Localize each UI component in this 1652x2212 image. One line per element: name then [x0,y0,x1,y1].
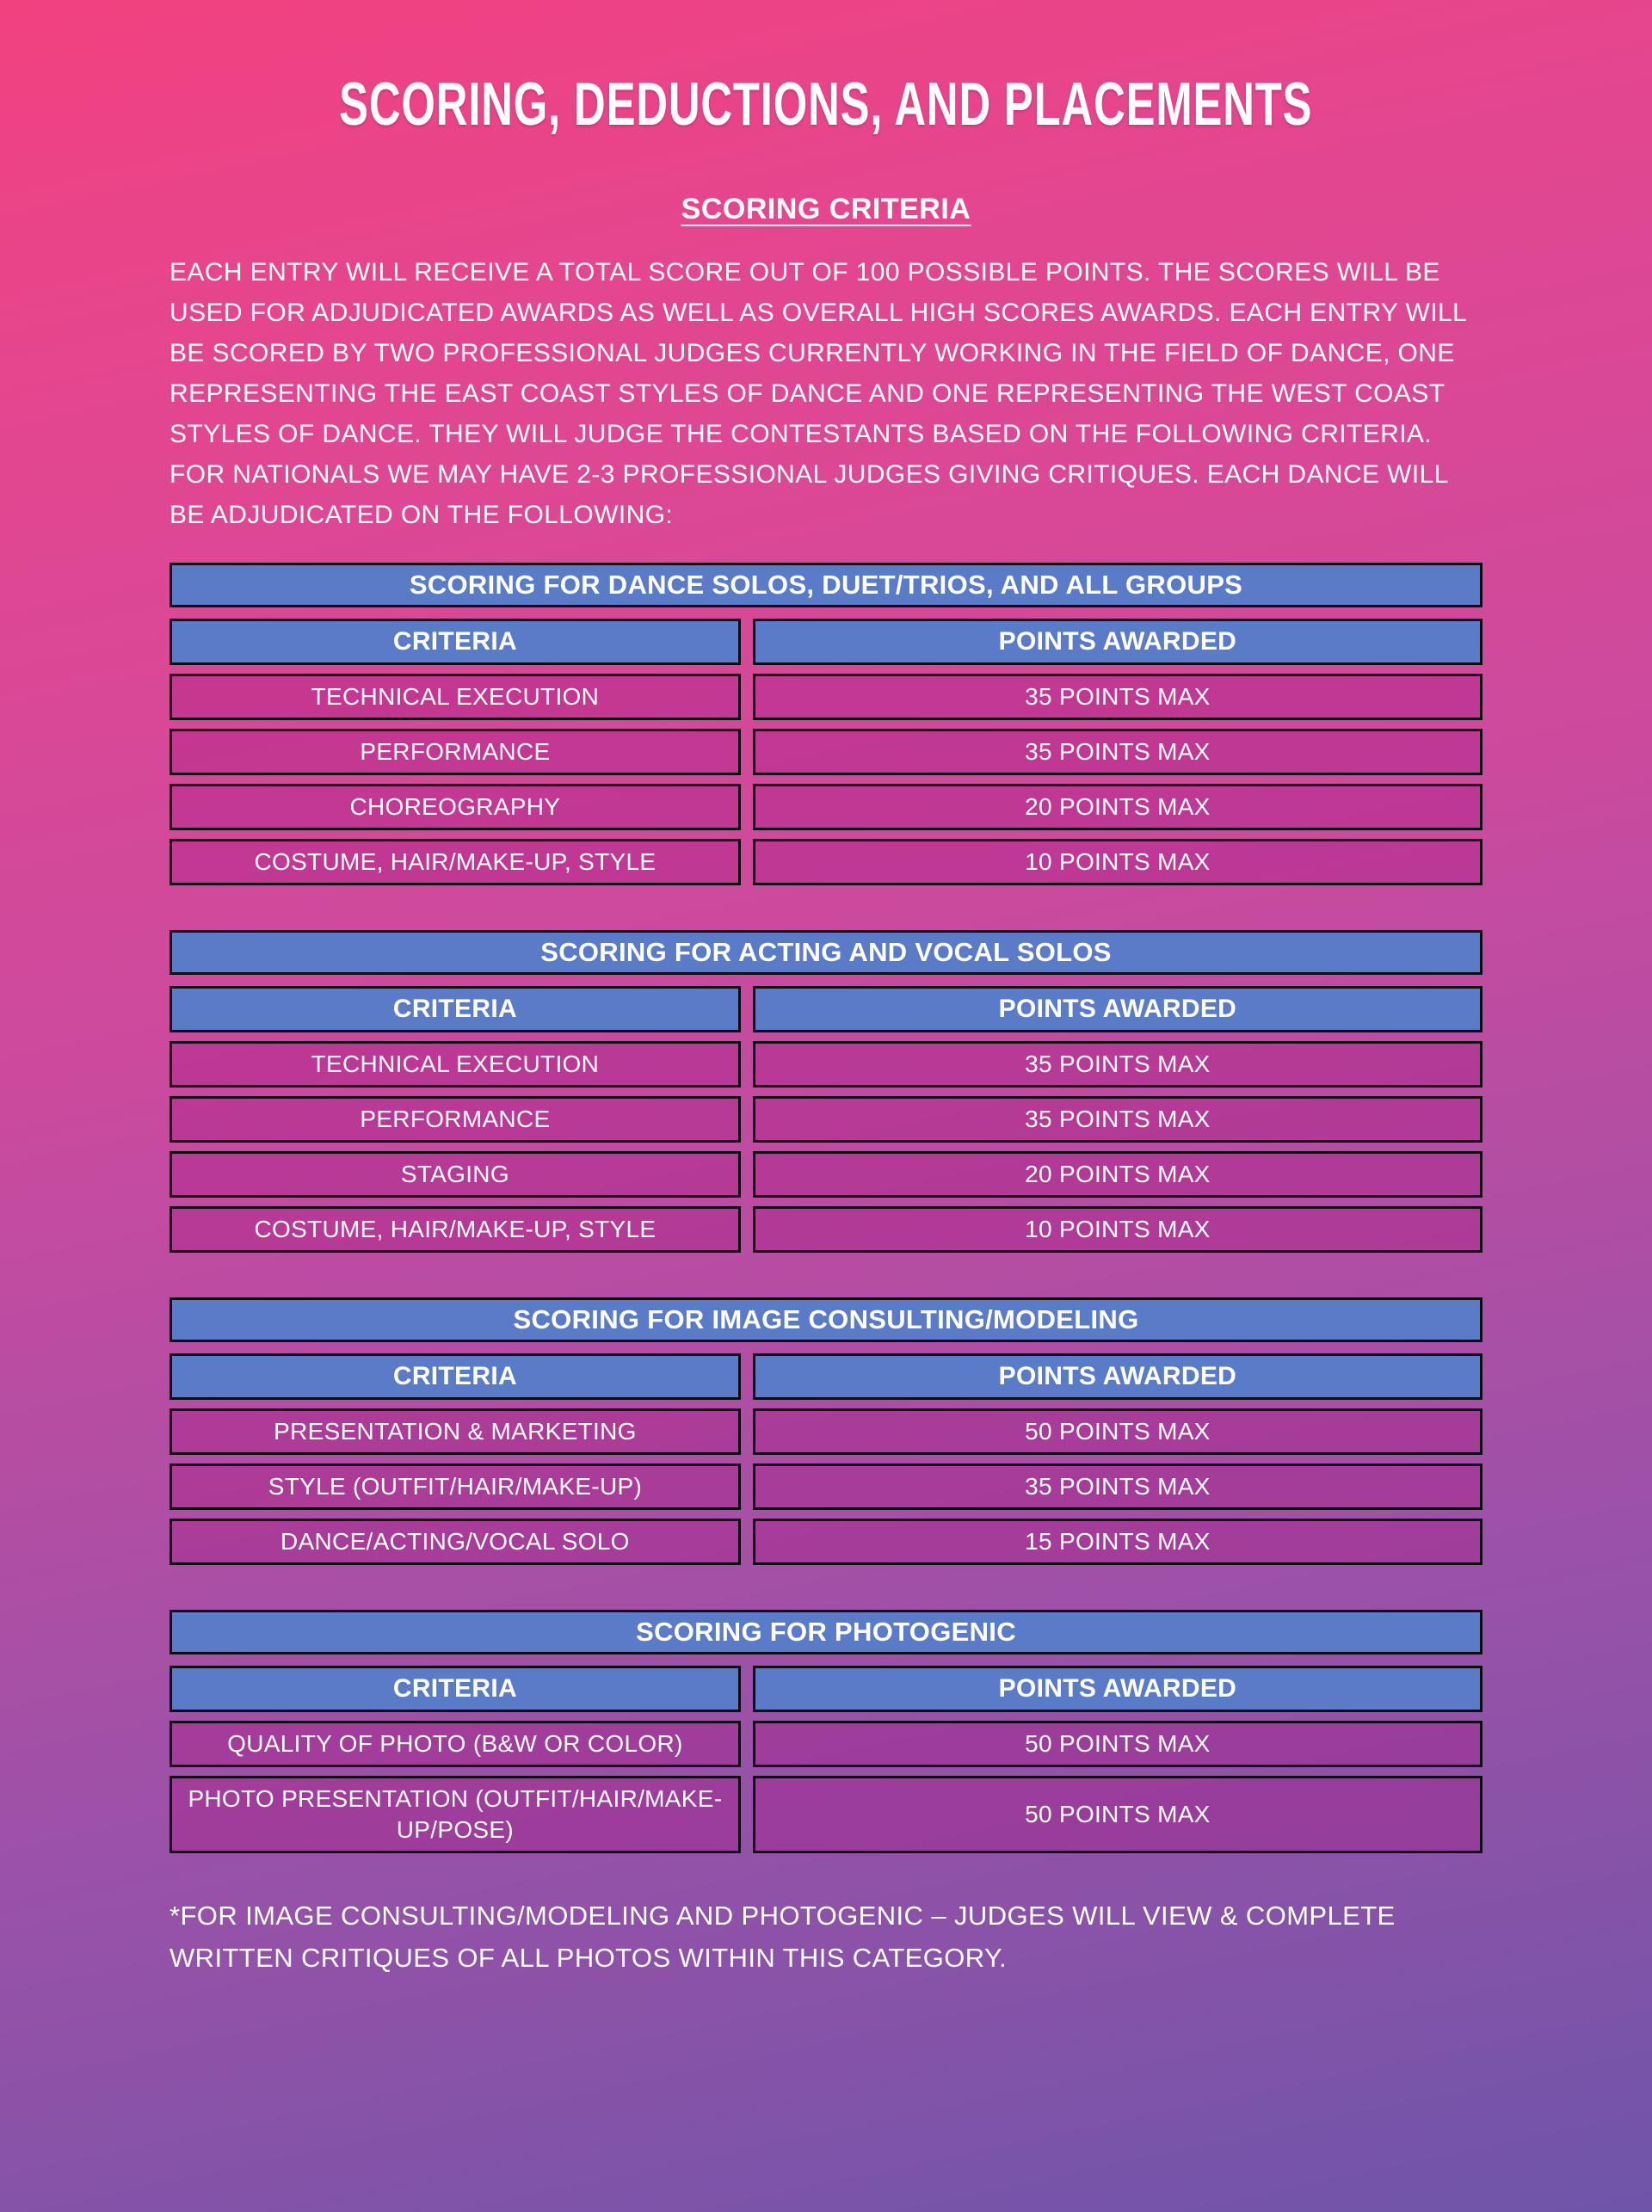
intro-paragraph: EACH ENTRY WILL RECEIVE A TOTAL SCORE OU… [170,258,1467,529]
table-title: SCORING FOR IMAGE CONSULTING/MODELING [170,1297,1482,1342]
table-row: COSTUME, HAIR/MAKE-UP, STYLE 10 POINTS MA… [170,1206,1482,1253]
criteria-cell: STYLE (OUTFIT/HAIR/MAKE-UP) [170,1463,741,1510]
points-cell: 50 POINTS MAX [752,1776,1482,1853]
column-header-criteria: CRITERIA [170,619,741,665]
page-title-text: SCORING, DEDUCTIONS, AND PLACEMENTS [339,71,1313,139]
column-header-criteria: CRITERIA [170,1353,741,1400]
column-header-points: POINTS AWARDED [752,1353,1482,1400]
table-row: TECHNICAL EXECUTION 35 POINTS MAX [170,674,1482,720]
points-cell: 20 POINTS MAX [752,784,1482,830]
table-row: PHOTO PRESENTATION (OUTFIT/HAIR/MAKE-UP/… [170,1776,1482,1853]
table-header-row: CRITERIA POINTS AWARDED [170,1666,1482,1712]
criteria-cell: PHOTO PRESENTATION (OUTFIT/HAIR/MAKE-UP/… [170,1776,741,1853]
criteria-cell: TECHNICAL EXECUTION [170,674,741,720]
criteria-cell: TECHNICAL EXECUTION [170,1041,741,1088]
table-title: SCORING FOR PHOTOGENIC [170,1610,1482,1654]
table-row: STAGING 20 POINTS MAX [170,1151,1482,1198]
criteria-cell: CHOREOGRAPHY [170,784,741,830]
table-header-row: CRITERIA POINTS AWARDED [170,1353,1482,1400]
column-header-criteria: CRITERIA [170,1666,741,1712]
column-header-points: POINTS AWARDED [752,986,1482,1032]
column-header-criteria: CRITERIA [170,986,741,1032]
footnote: *FOR IMAGE CONSULTING/MODELING AND PHOTO… [170,1901,1396,1973]
points-cell: 35 POINTS MAX [752,674,1482,720]
points-cell: 50 POINTS MAX [752,1408,1482,1455]
points-cell: 35 POINTS MAX [752,1096,1482,1143]
table-row: DANCE/ACTING/VOCAL SOLO 15 POINTS MAX [170,1519,1482,1565]
points-cell: 10 POINTS MAX [752,1206,1482,1253]
scoring-table-image-consulting: SCORING FOR IMAGE CONSULTING/MODELING CR… [170,1297,1482,1565]
page-title: SCORING, DEDUCTIONS, AND PLACEMENTS [170,71,1482,139]
points-cell: 35 POINTS MAX [752,1463,1482,1510]
column-header-points: POINTS AWARDED [752,1666,1482,1712]
table-row: CHOREOGRAPHY 20 POINTS MAX [170,784,1482,830]
points-cell: 10 POINTS MAX [752,839,1482,885]
scoring-table-photogenic: SCORING FOR PHOTOGENIC CRITERIA POINTS A… [170,1610,1482,1853]
table-row: PERFORMANCE 35 POINTS MAX [170,729,1482,775]
criteria-cell: PERFORMANCE [170,729,741,775]
table-rows: TECHNICAL EXECUTION 35 POINTS MAX PERFORMA… [170,674,1482,885]
points-cell: 15 POINTS MAX [752,1519,1482,1565]
column-header-points: POINTS AWARDED [752,619,1482,665]
criteria-cell: PRESENTATION & MARKETING [170,1408,741,1455]
points-cell: 35 POINTS MAX [752,1041,1482,1088]
criteria-cell: QUALITY OF PHOTO (B&W OR COLOR) [170,1721,741,1767]
table-row: QUALITY OF PHOTO (B&W OR COLOR) 50 POINTS… [170,1721,1482,1767]
table-rows: QUALITY OF PHOTO (B&W OR COLOR) 50 POINTS… [170,1721,1482,1853]
table-title: SCORING FOR ACTING AND VOCAL SOLOS [170,930,1482,975]
table-header-row: CRITERIA POINTS AWARDED [170,986,1482,1032]
points-cell: 20 POINTS MAX [752,1151,1482,1198]
table-row: COSTUME, HAIR/MAKE-UP, STYLE 10 POINTS MA… [170,839,1482,885]
table-row: TECHNICAL EXECUTION 35 POINTS MAX [170,1041,1482,1088]
table-rows: PRESENTATION & MARKETING 50 POINTS MAX STY… [170,1408,1482,1565]
criteria-cell: PERFORMANCE [170,1096,741,1143]
table-row: STYLE (OUTFIT/HAIR/MAKE-UP) 35 POINTS MAX [170,1463,1482,1510]
page-content: SCORING, DEDUCTIONS, AND PLACEMENTS SCOR… [170,71,1482,1979]
table-title: SCORING FOR DANCE SOLOS, DUET/TRIOS, AND… [170,563,1482,607]
points-cell: 50 POINTS MAX [752,1721,1482,1767]
table-rows: TECHNICAL EXECUTION 35 POINTS MAX PERFORMA… [170,1041,1482,1253]
points-cell: 35 POINTS MAX [752,729,1482,775]
scoring-table-acting-vocal: SCORING FOR ACTING AND VOCAL SOLOS CRITE… [170,930,1482,1253]
table-header-row: CRITERIA POINTS AWARDED [170,619,1482,665]
criteria-cell: COSTUME, HAIR/MAKE-UP, STYLE [170,839,741,885]
criteria-cell: COSTUME, HAIR/MAKE-UP, STYLE [170,1206,741,1253]
table-row: PERFORMANCE 35 POINTS MAX [170,1096,1482,1143]
criteria-cell: DANCE/ACTING/VOCAL SOLO [170,1519,741,1565]
criteria-cell: STAGING [170,1151,741,1198]
section-heading: SCORING CRITERIA [681,193,971,225]
scoring-table-dance: SCORING FOR DANCE SOLOS, DUET/TRIOS, AND… [170,563,1482,885]
table-row: PRESENTATION & MARKETING 50 POINTS MAX [170,1408,1482,1455]
